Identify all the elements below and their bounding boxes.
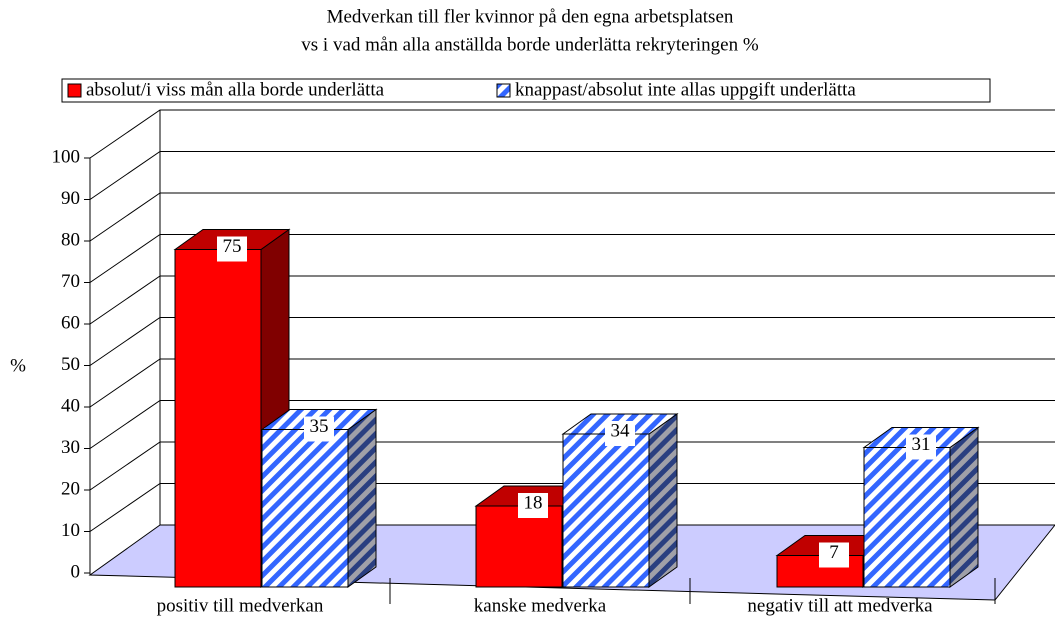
legend-box [61, 78, 991, 103]
x-tick-label: negativ till att medverka [747, 595, 933, 616]
y-tick-label: 70 [61, 271, 80, 292]
y-tick-label: 40 [61, 395, 80, 416]
y-tick-label: 0 [71, 561, 81, 582]
bar [561, 413, 679, 588]
bar-front [174, 249, 262, 588]
grid-line [89, 109, 1055, 159]
bar-side [648, 413, 678, 588]
grid-line [89, 441, 1055, 491]
legend-label: knappast/absolut inte allas uppgift unde… [515, 79, 856, 100]
y-tick-label: 60 [61, 312, 80, 333]
y-axis-label: % [10, 355, 26, 376]
grid-line [89, 234, 1055, 283]
y-tick-label: 90 [61, 188, 80, 209]
y-tick-label: 10 [61, 520, 80, 541]
y-tick-label: 80 [61, 229, 80, 250]
value-label-bg [819, 542, 849, 568]
grid-line [89, 192, 1055, 242]
grid-line [89, 317, 1055, 366]
value-label: 35 [310, 416, 329, 437]
x-tick-label: positiv till medverkan [157, 595, 324, 616]
x-tick-label: kanske medverka [474, 595, 607, 616]
value-label: 75 [223, 236, 242, 257]
value-label: 7 [829, 542, 839, 563]
y-tick-label: 50 [61, 354, 80, 375]
y-tick-label: 100 [52, 146, 81, 167]
legend-label: absolut/i viss mån alla borde underlätta [86, 79, 385, 100]
y-tick-label: 20 [61, 478, 80, 499]
bar-front [261, 429, 349, 588]
grid-line [89, 151, 1055, 200]
bar-front [863, 447, 951, 588]
bar-front [562, 433, 650, 588]
bar [862, 426, 980, 588]
value-label-bg [605, 421, 635, 446]
bar-side [949, 426, 979, 588]
value-label: 34 [611, 420, 631, 441]
chart-title: Medverkan till fler kvinnor på den egna … [327, 6, 734, 27]
value-label: 31 [912, 434, 931, 455]
bar-front [475, 505, 563, 588]
bar-side [347, 408, 377, 588]
grid-line [89, 483, 1055, 532]
value-label-bg [518, 493, 548, 518]
value-label-bg [217, 236, 247, 262]
bar [260, 408, 378, 588]
legend-swatch [496, 83, 511, 98]
chart-title: vs i vad mån alla anställda borde underl… [301, 34, 759, 55]
value-label: 18 [524, 492, 543, 513]
legend-swatch [67, 83, 82, 98]
value-label-bg [906, 434, 936, 460]
grid-line [89, 400, 1055, 449]
y-tick-label: 30 [61, 437, 80, 458]
grid-line [89, 358, 1055, 408]
grid-line [89, 275, 1055, 325]
value-label-bg [304, 416, 334, 442]
